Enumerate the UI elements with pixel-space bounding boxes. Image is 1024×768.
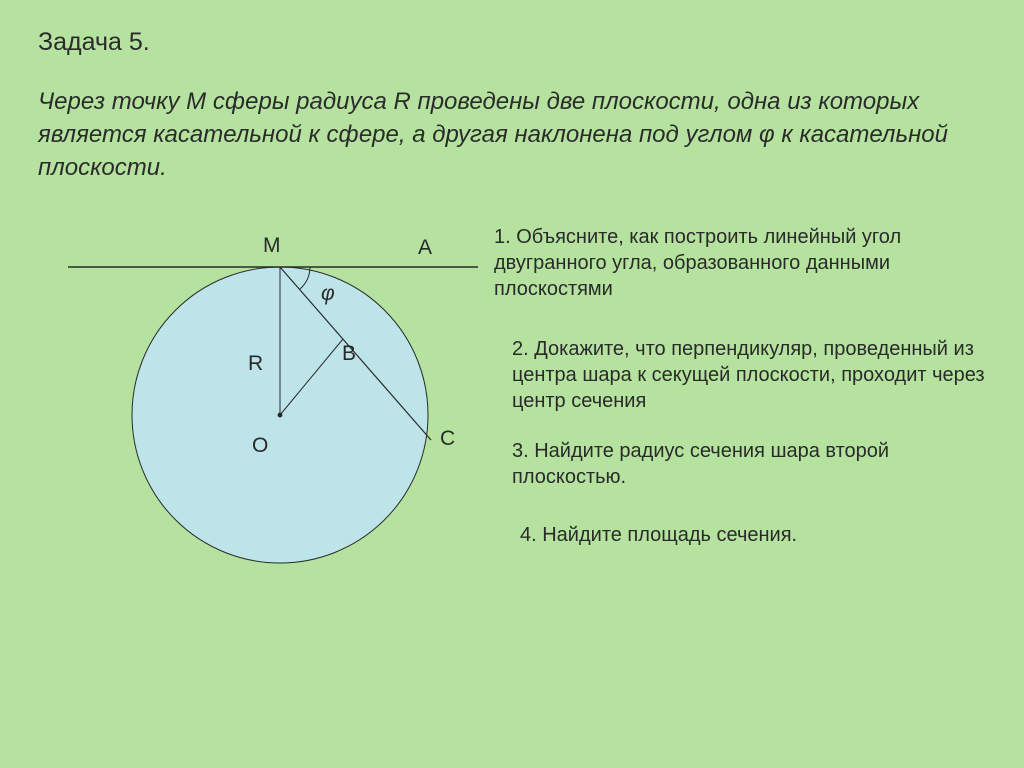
svg-text:B: B <box>342 342 356 365</box>
question-1: 1. Объясните, как построить линейный уго… <box>494 224 986 302</box>
diagram-container: M Aφ B R C O <box>38 220 478 620</box>
questions-block: 1. Объясните, как построить линейный уго… <box>498 220 986 620</box>
svg-text:R: R <box>248 352 263 375</box>
svg-text:A: A <box>418 236 432 259</box>
question-2: 2. Докажите, что перпендикуляр, проведен… <box>512 336 986 414</box>
svg-text:M: M <box>263 234 281 257</box>
question-4: 4. Найдите площадь сечения. <box>520 522 986 548</box>
svg-text:C: C <box>440 427 455 450</box>
problem-statement: Через точку М сферы радиуса R проведены … <box>38 85 986 184</box>
svg-text:O: O <box>252 434 268 457</box>
svg-text:φ: φ <box>321 282 335 305</box>
problem-title: Задача 5. <box>38 28 986 57</box>
question-3: 3. Найдите радиус сечения шара второй пл… <box>512 438 986 490</box>
sphere-diagram: M Aφ B R C O <box>38 220 478 620</box>
